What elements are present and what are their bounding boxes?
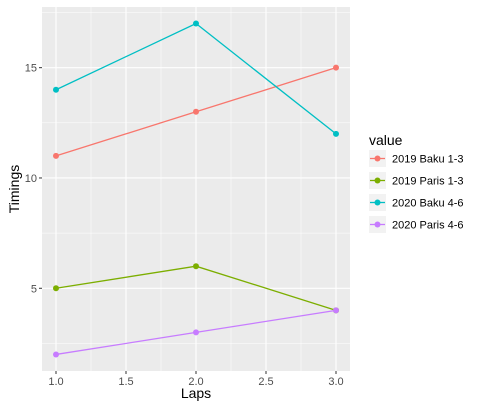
y-axis: 5 10 15 [25, 63, 42, 295]
legend: value 2019 Baku 1-3 2019 Paris 1-3 2020 Ba… [369, 132, 464, 233]
legend-key-point [374, 177, 381, 184]
data-point [53, 86, 59, 93]
data-point [193, 20, 199, 27]
data-point [53, 152, 59, 159]
legend-label: 2019 Baku 1-3 [392, 154, 464, 166]
x-tick-label: 2.0 [188, 376, 203, 388]
data-point [53, 285, 59, 292]
data-point [193, 108, 199, 115]
data-point [53, 351, 59, 358]
data-point [333, 64, 339, 71]
y-axis-title: Timings [6, 165, 22, 214]
y-tick-label: 10 [25, 173, 37, 185]
legend-key-point [374, 155, 381, 162]
x-axis-title: Laps [181, 385, 211, 401]
data-point [193, 263, 199, 270]
series-layer [53, 20, 339, 358]
x-tick-label: 2.5 [258, 376, 273, 388]
x-tick-label: 1.0 [48, 376, 63, 388]
data-point [193, 329, 199, 336]
x-tick-label: 3.0 [328, 376, 343, 388]
legend-key-point [374, 199, 381, 206]
data-point [333, 130, 339, 137]
legend-label: 2019 Paris 1-3 [392, 176, 464, 188]
x-axis: 1.0 1.5 2.0 2.5 3.0 [48, 371, 344, 388]
y-tick-label: 15 [25, 63, 37, 75]
y-tick-label: 5 [31, 283, 37, 295]
legend-title: value [369, 132, 403, 148]
data-point [333, 307, 339, 314]
x-tick-label: 1.5 [118, 376, 133, 388]
legend-key-point [374, 221, 381, 228]
legend-items: 2019 Baku 1-3 2019 Paris 1-3 2020 Baku 4-6… [369, 150, 464, 233]
legend-label: 2020 Paris 4-6 [392, 220, 464, 232]
legend-label: 2020 Baku 4-6 [392, 198, 464, 210]
